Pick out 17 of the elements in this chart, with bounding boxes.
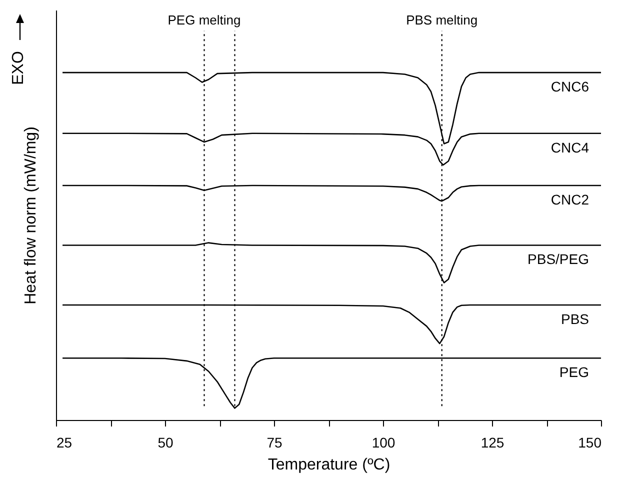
- x-tick-label: 25: [56, 434, 72, 450]
- x-tick-label: 50: [158, 434, 174, 450]
- text: EXO: [10, 51, 27, 85]
- ref-line-label: PEG melting: [168, 12, 241, 28]
- x-tick-label: 100: [372, 434, 396, 450]
- x-axis-title: Temperature (ºC): [268, 456, 390, 474]
- x-tick-label: 150: [578, 434, 602, 450]
- x-tick-label: 75: [266, 434, 282, 450]
- series-label: CNC2: [550, 191, 590, 208]
- series-label: CNC6: [550, 78, 590, 95]
- ref-line-label: PBS melting: [406, 12, 478, 28]
- series-label: PBS: [560, 310, 589, 327]
- x-tick-label: 125: [480, 434, 504, 450]
- series-label: PBS/PEG: [528, 251, 589, 268]
- series-label: CNC4: [550, 139, 590, 156]
- series-label: PEG: [559, 364, 589, 380]
- y-axis-title: Heat flow norm (mW/mg): [22, 126, 40, 304]
